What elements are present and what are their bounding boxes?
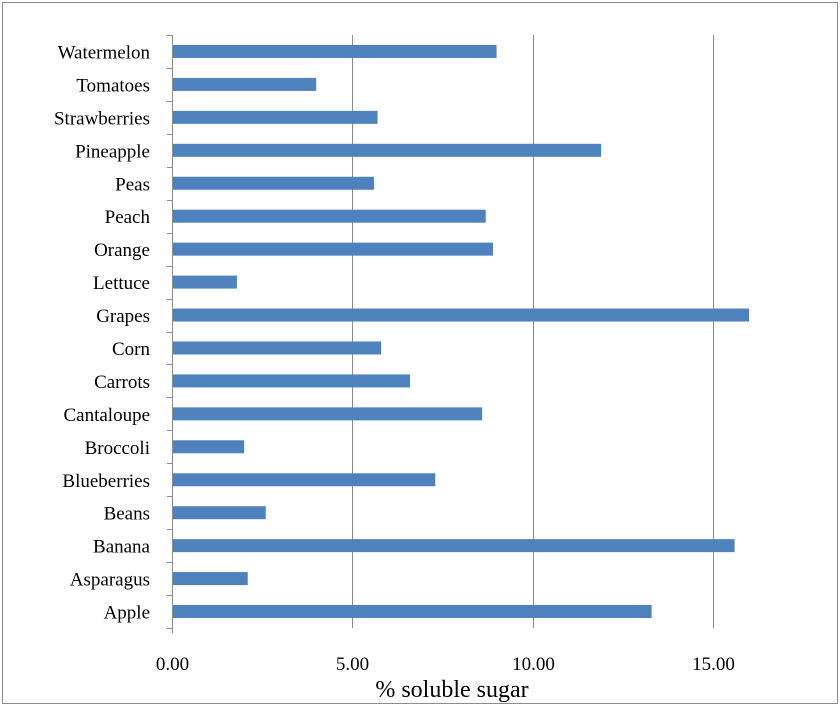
- category-label: Pineapple: [75, 141, 150, 162]
- category-label: Tomatoes: [76, 75, 150, 96]
- bar-banana: [173, 539, 735, 553]
- x-tick-label: 10.00: [512, 654, 555, 675]
- category-label: Carrots: [94, 372, 150, 393]
- category-label: Banana: [93, 537, 151, 558]
- bar-strawberries: [173, 110, 378, 124]
- category-label: Watermelon: [58, 42, 151, 63]
- bar-peas: [173, 176, 374, 190]
- bar-pineapple: [173, 143, 602, 157]
- x-tick-label: 0.00: [156, 654, 189, 675]
- category-label: Blueberries: [62, 471, 150, 492]
- category-label: Strawberries: [54, 108, 150, 129]
- x-axis-title: % soluble sugar: [375, 677, 528, 703]
- gridlines: [352, 35, 714, 628]
- category-label: Orange: [94, 240, 150, 261]
- axes: [167, 35, 173, 633]
- category-label: Grapes: [96, 306, 150, 327]
- category-label: Broccoli: [85, 438, 150, 459]
- bar-lettuce: [173, 275, 237, 289]
- bar-grapes: [173, 308, 749, 322]
- bar-tomatoes: [173, 77, 317, 91]
- bar-cantaloupe: [173, 407, 483, 421]
- bar-asparagus: [173, 572, 248, 586]
- category-label: Peas: [115, 174, 150, 195]
- bars: [173, 44, 749, 619]
- bar-broccoli: [173, 440, 245, 454]
- category-label: Asparagus: [70, 570, 150, 591]
- category-label: Cantaloupe: [63, 405, 150, 426]
- category-label: Lettuce: [93, 273, 150, 294]
- bar-peach: [173, 209, 486, 223]
- bar-apple: [173, 605, 652, 619]
- bar-carrots: [173, 374, 411, 388]
- bar-beans: [173, 506, 266, 520]
- bar-watermelon: [173, 44, 497, 58]
- bar-blueberries: [173, 473, 436, 487]
- bar-corn: [173, 341, 382, 355]
- category-label: Peach: [105, 207, 151, 228]
- bar-orange: [173, 242, 493, 256]
- category-label: Corn: [112, 339, 151, 360]
- category-label: Beans: [104, 504, 150, 525]
- x-tick-label: 5.00: [336, 654, 369, 675]
- x-tick-label: 15.00: [692, 654, 735, 675]
- category-label: Apple: [104, 603, 150, 624]
- labels: 0.00 5.00 10.00 15.00 Apple Asparagus Banana Be…: [54, 42, 735, 675]
